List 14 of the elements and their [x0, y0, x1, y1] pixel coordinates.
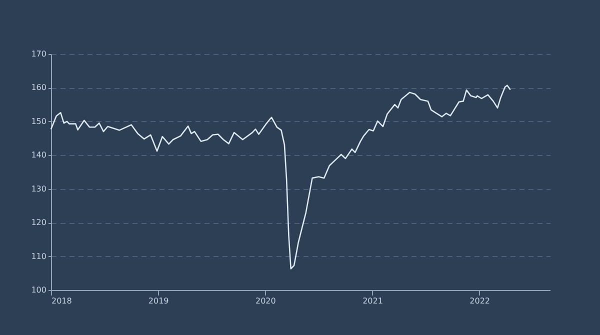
- y-tick-label: 120: [31, 218, 46, 228]
- line-series: [50, 84, 512, 270]
- y-tick-label: 170: [31, 50, 46, 58]
- x-tick-label: 2020: [255, 296, 276, 306]
- x-tick-label: 2021: [362, 296, 383, 306]
- y-tick-label: 110: [31, 252, 46, 261]
- y-tick-label: 130: [31, 184, 46, 194]
- x-tick-label: 2019: [148, 296, 169, 306]
- y-tick-label: 140: [31, 150, 46, 160]
- y-tick-label: 100: [31, 286, 46, 294]
- x-tick-label: 2018: [52, 296, 72, 306]
- x-tick-label: 2022: [470, 296, 490, 306]
- y-tick-label: 150: [31, 116, 46, 126]
- y-tick-label: 160: [31, 83, 46, 92]
